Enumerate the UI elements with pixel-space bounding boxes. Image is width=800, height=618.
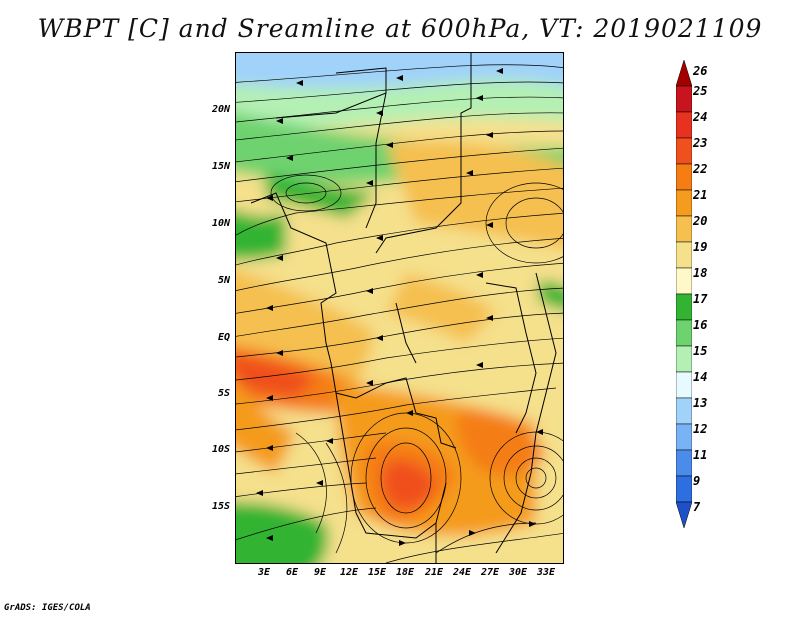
colorbar-label: 11 [693, 448, 708, 462]
colorbar-label: 12 [693, 422, 708, 436]
colorbar-label: 15 [693, 344, 708, 358]
lat-label: 15N [211, 161, 230, 172]
lat-label: 10S [211, 444, 230, 455]
colorbar-label: 24 [693, 110, 708, 124]
colorbar-cell [676, 215, 692, 243]
lat-label: 5N [217, 275, 230, 286]
colorbar-cell [676, 189, 692, 217]
colorbar-cell [676, 475, 692, 503]
map-panel [235, 52, 564, 564]
colorbar-cell [676, 319, 692, 347]
colorbar-cells [676, 60, 692, 529]
colorbar-cell [676, 137, 692, 165]
lat-label: 15S [211, 501, 230, 512]
colorbar-label: 25 [693, 84, 708, 98]
colorbar-label: 7 [693, 500, 701, 514]
lon-label: 3E [257, 567, 271, 578]
colorbar-cell [676, 501, 692, 529]
colorbar-label: 14 [693, 370, 708, 384]
colorbar-label: 26 [693, 64, 708, 78]
colorbar-cell [676, 241, 692, 269]
streamlines [236, 64, 563, 563]
colorbar-cell [676, 397, 692, 425]
colorbar-cell [676, 293, 692, 321]
lon-label: 21E [424, 567, 444, 578]
colorbar-label: 23 [693, 136, 708, 150]
lon-label: 6E [285, 567, 299, 578]
lat-label: 20N [211, 104, 230, 115]
colorbar-label: 17 [693, 292, 708, 306]
colorbar-cell [676, 449, 692, 477]
colorbar-cell [676, 371, 692, 399]
colorbar-label: 22 [693, 162, 708, 176]
colorbar-label: 21 [693, 188, 708, 202]
country-borders [250, 53, 557, 563]
lon-label: 33E [536, 567, 556, 578]
lon-label: 30E [508, 567, 528, 578]
colorbar [676, 60, 692, 529]
streamline-arrows [256, 68, 543, 546]
colorbar-label: 19 [693, 240, 708, 254]
colorbar-cell [676, 111, 692, 139]
colorbar-cell [676, 85, 692, 113]
lon-label: 12E [339, 567, 359, 578]
chart-title: WBPT [C] and Sreamline at 600hPa, VT: 20… [37, 14, 763, 43]
colorbar-cell [676, 423, 692, 451]
lat-label: 5S [217, 388, 230, 399]
colorbar-label: 13 [693, 396, 708, 410]
lon-label: 15E [367, 567, 387, 578]
footer-credit: GrADS: IGES/COLA [4, 603, 91, 613]
wbpt-shading [236, 53, 563, 563]
colorbar-label: 9 [693, 474, 701, 488]
weather-map [236, 53, 563, 563]
colorbar-cell [676, 60, 692, 87]
colorbar-cell [676, 163, 692, 191]
lon-label: 9E [313, 567, 327, 578]
colorbar-label: 20 [693, 214, 708, 228]
lon-label: 27E [480, 567, 500, 578]
lat-label: EQ [217, 332, 230, 343]
colorbar-cell [676, 267, 692, 295]
lon-label: 18E [395, 567, 415, 578]
colorbar-label: 18 [693, 266, 708, 280]
colorbar-cell [676, 345, 692, 373]
lon-label: 24E [452, 567, 472, 578]
lat-label: 10N [211, 218, 230, 229]
colorbar-label: 16 [693, 318, 708, 332]
